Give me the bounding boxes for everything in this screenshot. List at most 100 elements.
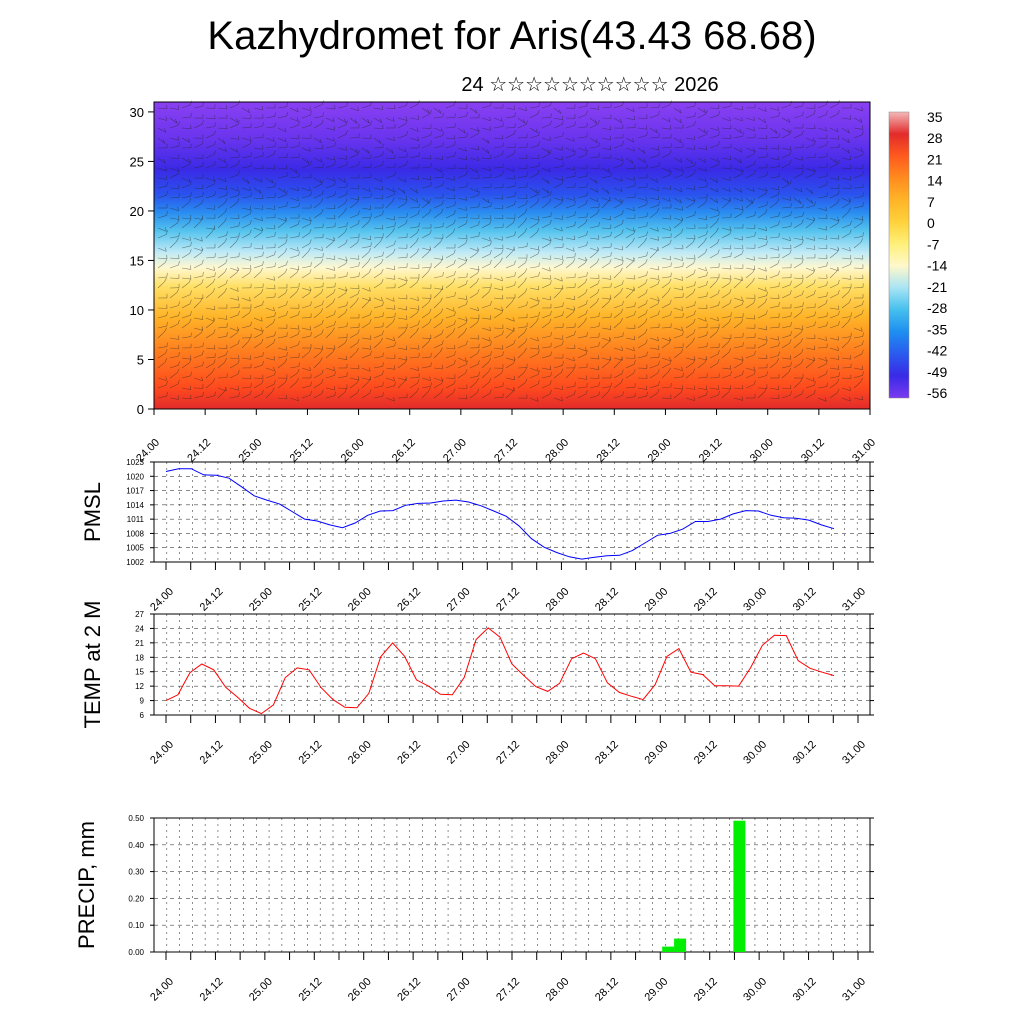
x-tick-label: 30.00 bbox=[741, 586, 769, 614]
x-tick-label: 24.00 bbox=[148, 739, 176, 767]
x-tick-label: 29.12 bbox=[692, 739, 720, 767]
x-tick-label: 24.12 bbox=[198, 586, 226, 614]
x-tick-label: 25.00 bbox=[247, 739, 275, 767]
x-tick-label: 26.12 bbox=[395, 976, 423, 1004]
pmsl-panel: 1023 1020 1017 1014 1011 1008 1005 1002 24.00 24.… bbox=[80, 458, 874, 614]
x-tick-label: 28.00 bbox=[544, 976, 572, 1004]
y-tick-label: 5 bbox=[137, 352, 144, 367]
x-tick-label: 29.00 bbox=[646, 437, 674, 465]
precip-ylabel: PRECIP, mm bbox=[74, 821, 99, 949]
x-tick-label: 27.12 bbox=[494, 976, 522, 1004]
y-tick-label: 1002 bbox=[126, 558, 144, 567]
x-tick-label: 29.00 bbox=[642, 739, 670, 767]
colorbar bbox=[888, 111, 910, 399]
precip-bar bbox=[674, 938, 687, 952]
x-tick-label: 30.12 bbox=[791, 739, 819, 767]
colorbar-label: -35 bbox=[927, 321, 947, 337]
x-tick-label: 30.12 bbox=[799, 437, 827, 465]
colorbar-label: -42 bbox=[927, 343, 947, 359]
x-tick-label: 27.00 bbox=[445, 976, 473, 1004]
x-tick-label: 30.12 bbox=[791, 586, 819, 614]
x-tick-label: 27.12 bbox=[492, 437, 520, 465]
x-tick-label: 28.00 bbox=[544, 739, 572, 767]
wind-barbs bbox=[157, 100, 864, 402]
x-tick-label: 24.12 bbox=[198, 976, 226, 1004]
temp2m-panel: 27 24 21 18 15 12 9 6 24.00 24.12 25.00 25.12 26.00 2… bbox=[80, 601, 874, 767]
x-tick-label: 24.12 bbox=[185, 437, 213, 465]
y-tick-label: 0 bbox=[137, 402, 144, 417]
x-tick-label: 28.12 bbox=[593, 586, 621, 614]
x-tick-label: 26.12 bbox=[395, 586, 423, 614]
colorbar-label: -56 bbox=[927, 385, 947, 401]
x-tick-label: 26.12 bbox=[390, 437, 418, 465]
y-tick-label: 24 bbox=[135, 624, 144, 633]
y-tick-label: 1017 bbox=[126, 487, 144, 496]
x-tick-label: 26.00 bbox=[346, 739, 374, 767]
x-tick-label: 25.00 bbox=[247, 976, 275, 1004]
colorbar-label: -14 bbox=[927, 258, 947, 274]
x-tick-label: 24.12 bbox=[198, 739, 226, 767]
colorbar-label: 14 bbox=[927, 173, 943, 189]
y-tick-label: 0.50 bbox=[128, 814, 144, 823]
x-tick-label: 25.00 bbox=[247, 586, 275, 614]
x-tick-label: 30.12 bbox=[791, 976, 819, 1004]
colorbar-label: 0 bbox=[927, 215, 935, 231]
y-tick-label: 0.20 bbox=[128, 894, 144, 903]
x-tick-label: 25.12 bbox=[288, 437, 316, 465]
x-tick-label: 30.00 bbox=[741, 976, 769, 1004]
subtitle: 24 ☆☆☆☆☆☆☆☆☆☆ 2026 bbox=[461, 74, 719, 96]
page-title: Kazhydromet for Aris(43.43 68.68) bbox=[207, 14, 817, 58]
x-tick-label: 27.00 bbox=[445, 739, 473, 767]
y-tick-label: 30 bbox=[130, 105, 144, 120]
x-tick-label: 29.12 bbox=[697, 437, 725, 465]
x-tick-label: 27.12 bbox=[494, 586, 522, 614]
y-tick-label: 0.30 bbox=[128, 868, 144, 877]
x-tick-label: 25.12 bbox=[296, 739, 324, 767]
y-tick-label: 18 bbox=[135, 653, 144, 662]
x-tick-label: 31.00 bbox=[850, 437, 878, 465]
x-tick-label: 24.00 bbox=[148, 976, 176, 1004]
y-tick-label: 9 bbox=[140, 697, 145, 706]
colorbar-label: -21 bbox=[927, 279, 947, 295]
x-tick-label: 29.12 bbox=[692, 976, 720, 1004]
y-tick-label: 0.10 bbox=[128, 921, 144, 930]
y-tick-label: 1020 bbox=[126, 472, 144, 481]
y-tick-label: 6 bbox=[140, 711, 145, 720]
y-tick-label: 1008 bbox=[126, 529, 144, 538]
x-tick-label: 29.00 bbox=[642, 976, 670, 1004]
x-tick-label: 26.00 bbox=[346, 586, 374, 614]
y-tick-label: 12 bbox=[135, 682, 144, 691]
x-tick-label: 31.00 bbox=[840, 586, 868, 614]
y-tick-label: 0.40 bbox=[128, 841, 144, 850]
y-tick-label: 15 bbox=[135, 668, 144, 677]
x-tick-label: 25.00 bbox=[236, 437, 264, 465]
x-tick-label: 28.12 bbox=[594, 437, 622, 465]
x-tick-label: 27.00 bbox=[441, 437, 469, 465]
x-tick-label: 29.00 bbox=[642, 586, 670, 614]
x-tick-label: 30.00 bbox=[748, 437, 776, 465]
colorbar-label: 28 bbox=[927, 130, 943, 146]
y-tick-label: 10 bbox=[130, 303, 144, 318]
x-tick-label: 31.00 bbox=[840, 976, 868, 1004]
colorbar-label: 35 bbox=[927, 109, 943, 125]
pmsl-series-line bbox=[165, 468, 835, 560]
colorbar-label: 7 bbox=[927, 194, 935, 210]
x-tick-label: 27.12 bbox=[494, 739, 522, 767]
x-tick-label: 25.12 bbox=[296, 976, 324, 1004]
y-tick-label: 1023 bbox=[126, 458, 144, 467]
x-tick-label: 28.12 bbox=[593, 976, 621, 1004]
precip-panel: 0.50 0.40 0.30 0.20 0.10 0.00 24.00 24.12 25.00 2… bbox=[74, 814, 874, 1004]
x-tick-label: 28.00 bbox=[544, 586, 572, 614]
temp2m-series-line bbox=[165, 627, 835, 715]
x-tick-label: 25.12 bbox=[296, 586, 324, 614]
x-tick-label: 28.12 bbox=[593, 739, 621, 767]
y-tick-label: 1011 bbox=[127, 515, 145, 524]
x-tick-label: 26.00 bbox=[346, 976, 374, 1004]
x-tick-label: 26.12 bbox=[395, 739, 423, 767]
temp2m-ylabel: TEMP at 2 M bbox=[80, 601, 105, 729]
y-tick-label: 25 bbox=[130, 154, 144, 169]
x-tick-label: 24.00 bbox=[148, 586, 176, 614]
precip-bar bbox=[662, 946, 675, 952]
y-tick-label: 1014 bbox=[126, 501, 144, 510]
temperature-field bbox=[154, 102, 870, 409]
